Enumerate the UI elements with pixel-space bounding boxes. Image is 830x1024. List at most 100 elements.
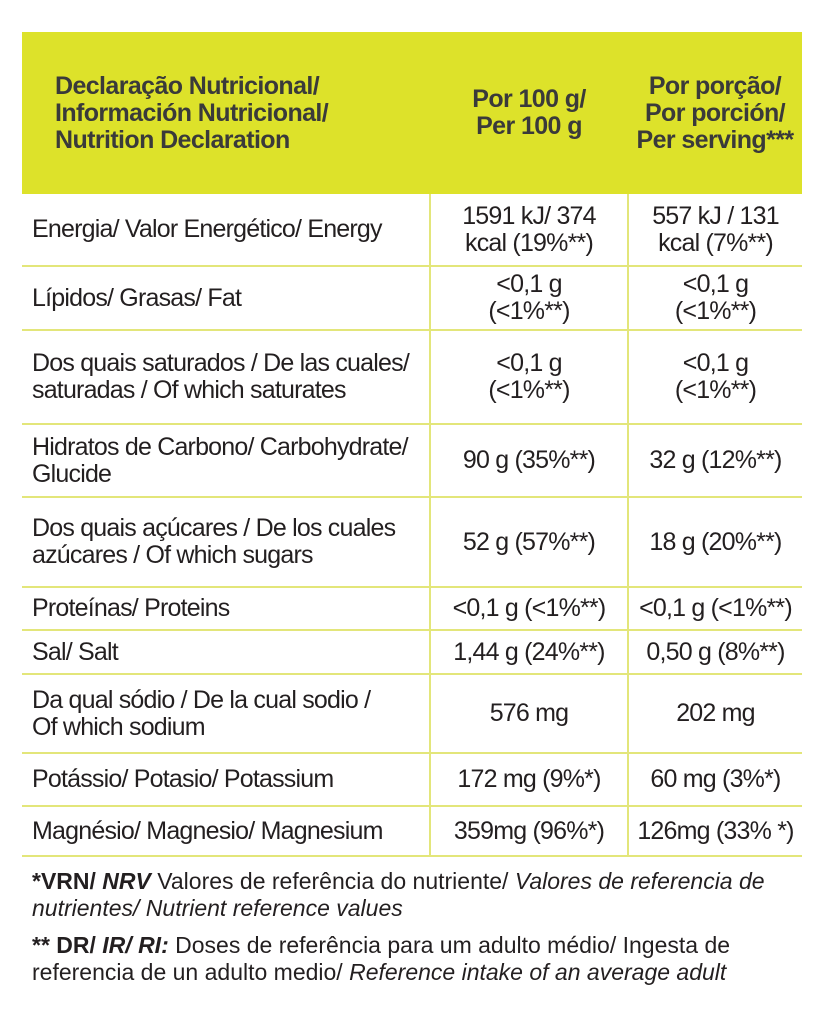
label-line: Sal/ Salt [32,637,119,666]
value-line: 0,50 g (8%**) [646,637,785,666]
value-per-100g: 1591 kJ/ 374 kcal (19%**) [429,194,629,267]
label-line: Of which sodium [32,712,206,741]
value-line: 359mg (96%*) [453,816,605,845]
footnote-text: Valores de referência do nutriente/ [157,868,509,894]
value-per-100g: <0,1 g (<1%**) [429,587,629,631]
label-line: Dos quais saturados / De las cuales/ [32,349,410,377]
header-line: Per 100 g [476,112,582,140]
nutrition-table: Declaração Nutricional/ Información Nutr… [22,32,802,857]
value-line: (<1%**) [674,376,757,404]
footnote-key: ** DR/ [32,932,96,958]
table-row: Energia/ Valor Energético/ Energy 1591 k… [22,194,802,267]
value-per-100g: 1,44 g (24%**) [429,630,629,675]
value-line: (<1%**) [674,297,757,325]
nutrient-label: Sal/ Salt [22,630,430,675]
nutrient-label: Hidratos de Carbono/ Carbohydrate/Glucid… [22,424,430,498]
footnote-text: Doses de referência para um adulto médio… [32,932,731,985]
header-line: Per serving*** [636,125,795,154]
table-row: Sal/ Salt 1,44 g (24%**) 0,50 g (8%**) [22,630,802,675]
label-line: Hidratos de Carbono/ Carbohydrate/ [32,432,409,461]
value-per-100g: <0,1 g (<1%**) [429,330,629,425]
table-row: Dos quais saturados / De las cuales/satu… [22,330,802,425]
value-line: 90 g (35%**) [462,446,596,474]
value-line: kcal (7%**) [658,228,774,257]
footnote-key: NRV [102,868,151,894]
value-per-serving: 202 mg [628,674,802,754]
label-line: Da qual sódio / De la cual sodio / [32,685,371,714]
value-line: (<1%**) [488,297,570,325]
value-per-serving: 557 kJ / 131 kcal (7%**) [628,194,802,267]
value-per-serving: <0,1 g (<1%**) [628,330,802,425]
label-line: Lípidos/ Grasas/ Fat [32,283,242,312]
header-line: Información Nutricional/ [55,98,329,127]
value-per-100g: <0,1 g (<1%**) [429,266,629,331]
label-line: Magnésio/ Magnesio/ Magnesium [32,816,383,845]
table-row: Dos quais açúcares / De los cuales azúcar… [22,497,802,588]
value-per-serving: 0,50 g (8%**) [628,630,802,675]
value-line: 557 kJ / 131 [652,201,779,230]
footnote-dr: ** DR/ IR/ RI: Doses de referência para … [32,932,807,986]
table-row: Potássio/ Potasio/ Potassium 172 mg (9%*… [22,753,802,807]
value-line: kcal (19%**) [465,228,594,257]
value-line: <0,1 g [496,349,562,377]
nutrient-label: Dos quais saturados / De las cuales/satu… [22,330,430,425]
footnote-key: *VRN/ [32,868,96,894]
label-line: saturadas / Of which saturates [32,376,346,404]
nutrient-label: Proteínas/ Proteins [22,587,430,631]
value-per-serving: 60 mg (3%*) [628,753,802,807]
value-per-100g: 172 mg (9%*) [429,753,629,807]
value-per-serving: <0,1 g (<1%**) [628,587,802,631]
value-line: <0,1 g [682,270,749,298]
value-per-100g: 359mg (96%*) [429,806,629,857]
value-line: 172 mg (9%*) [457,765,601,793]
table-row: Proteínas/ Proteins <0,1 g (<1%**) <0,1 … [22,587,802,631]
value-per-serving: 32 g (12%**) [628,424,802,498]
value-line: 1,44 g (24%**) [453,637,605,666]
footnote-text: Valores de referencia de nutrientes/ Nut… [32,868,765,921]
value-per-serving: 18 g (20%**) [628,497,802,588]
nutrient-label: Da qual sódio / De la cual sodio / Of whi… [22,674,430,754]
value-line: <0,1 g [682,349,749,377]
value-line: (<1%**) [488,376,570,404]
header-line: Por 100 g/ [472,85,586,113]
header-line: Por porção/ [648,71,782,100]
value-per-serving: <0,1 g (<1%**) [628,266,802,331]
nutrient-label: Energia/ Valor Energético/ Energy [22,194,430,267]
value-line: <0,1 g [496,270,562,298]
table-row: Hidratos de Carbono/ Carbohydrate/Glucid… [22,424,802,498]
header-nutrition-declaration: Declaração Nutricional/ Información Nutr… [22,32,430,194]
value-line: 576 mg [489,699,569,727]
value-line: <0,1 g (<1%**) [639,594,793,622]
value-line: 1591 kJ/ 374 [462,201,596,230]
nutrient-label: Dos quais açúcares / De los cuales azúcar… [22,497,430,588]
table-row: Lípidos/ Grasas/ Fat <0,1 g (<1%**) <0,1 … [22,266,802,331]
header-line: Por porción/ [644,98,786,127]
footnote-text: Reference intake of an average adult [349,959,727,985]
label-line: Energia/ Valor Energético/ Energy [32,215,383,243]
value-line: <0,1 g (<1%**) [452,594,607,622]
footnotes: *VRN/ NRV Valores de referência do nutri… [32,868,807,996]
value-per-100g: 52 g (57%**) [429,497,629,588]
label-line: Glucide [32,459,112,488]
footnote-vrn: *VRN/ NRV Valores de referência do nutri… [32,868,807,922]
value-per-100g: 90 g (35%**) [429,424,629,498]
table-header: Declaração Nutricional/ Información Nutr… [22,32,802,194]
table-row: Da qual sódio / De la cual sodio / Of whi… [22,674,802,754]
value-per-serving: 126mg (33% *) [628,806,802,857]
header-line: Declaração Nutricional/ [55,71,320,100]
header-line: Nutrition Declaration [55,125,290,154]
value-line: 60 mg (3%*) [650,765,781,793]
label-line: azúcares / Of which sugars [32,541,314,569]
label-line: Potássio/ Potasio/ Potassium [32,765,334,793]
table-row: Magnésio/ Magnesio/ Magnesium 359mg (96%… [22,806,802,857]
label-line: Dos quais açúcares / De los cuales [32,514,396,542]
value-line: 52 g (57%**) [462,527,596,556]
label-line: Proteínas/ Proteins [32,594,230,622]
value-line: 126mg (33% *) [637,816,794,845]
nutrient-label: Potássio/ Potasio/ Potassium [22,753,430,807]
nutrient-label: Lípidos/ Grasas/ Fat [22,266,430,331]
nutrient-label: Magnésio/ Magnesio/ Magnesium [22,806,430,857]
header-per-serving: Por porção/ Por porción/ Per serving*** [628,32,802,194]
value-per-100g: 576 mg [429,674,629,754]
footnote-key: IR/ RI: [102,932,169,958]
